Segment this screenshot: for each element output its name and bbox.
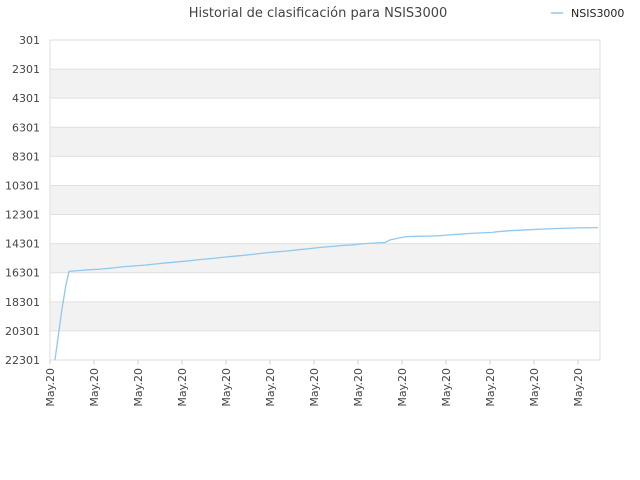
plot-band — [50, 40, 600, 70]
series-line-nsis3000 — [54, 226, 599, 361]
y-tick-label: 22301 — [5, 354, 40, 367]
y-tick-label: 8301 — [12, 150, 40, 163]
plot-band — [50, 301, 600, 331]
x-tick-label: May.20 — [44, 368, 57, 407]
plot-band — [50, 98, 600, 128]
plot-band — [50, 69, 600, 99]
y-tick-label: 18301 — [5, 296, 40, 309]
plot-band — [50, 185, 600, 215]
legend-label: NSIS3000 — [571, 7, 624, 20]
y-tick-label: 12301 — [5, 209, 40, 222]
x-axis-ticks: May.20 May.20 May.20 May.20 May.20 May.20 May.… — [44, 360, 585, 407]
x-tick-label: May.20 — [440, 368, 453, 407]
y-tick-label: 16301 — [5, 267, 40, 280]
chart-title: Historial de clasificación para NSIS3000 — [189, 6, 448, 21]
y-tick-label: 20301 — [5, 325, 40, 338]
y-tick-label: 2301 — [12, 63, 40, 76]
y-tick-label: 14301 — [5, 238, 40, 251]
plot-band — [50, 330, 600, 360]
x-tick-label: May.20 — [396, 368, 409, 407]
x-tick-label: May.20 — [132, 368, 145, 407]
plot-bands — [50, 40, 600, 360]
plot-band — [50, 214, 600, 244]
x-tick-label: May.20 — [176, 368, 189, 407]
plot-band — [50, 156, 600, 186]
plot-area-border — [49, 39, 601, 361]
x-tick-label: May.20 — [264, 368, 277, 407]
y-tick-label: 10301 — [5, 179, 40, 192]
x-tick-label: May.20 — [88, 368, 101, 407]
plot-band — [50, 127, 600, 157]
x-tick-label: May.20 — [484, 368, 497, 407]
y-tick-label: 301 — [19, 34, 40, 47]
x-tick-label: May.20 — [528, 368, 541, 407]
y-axis-ticks: 301 2301 4301 6301 8301 10301 12301 14301 16301 1… — [5, 34, 40, 367]
y-tick-label: 4301 — [12, 92, 40, 105]
x-tick-label: May.20 — [220, 368, 233, 407]
plot-band — [50, 272, 600, 302]
x-tick-label: May.20 — [352, 368, 365, 407]
x-tick-label: May.20 — [308, 368, 321, 407]
x-tick-label: May.20 — [572, 368, 585, 407]
plot-band — [50, 243, 600, 273]
y-tick-label: 6301 — [12, 121, 40, 134]
